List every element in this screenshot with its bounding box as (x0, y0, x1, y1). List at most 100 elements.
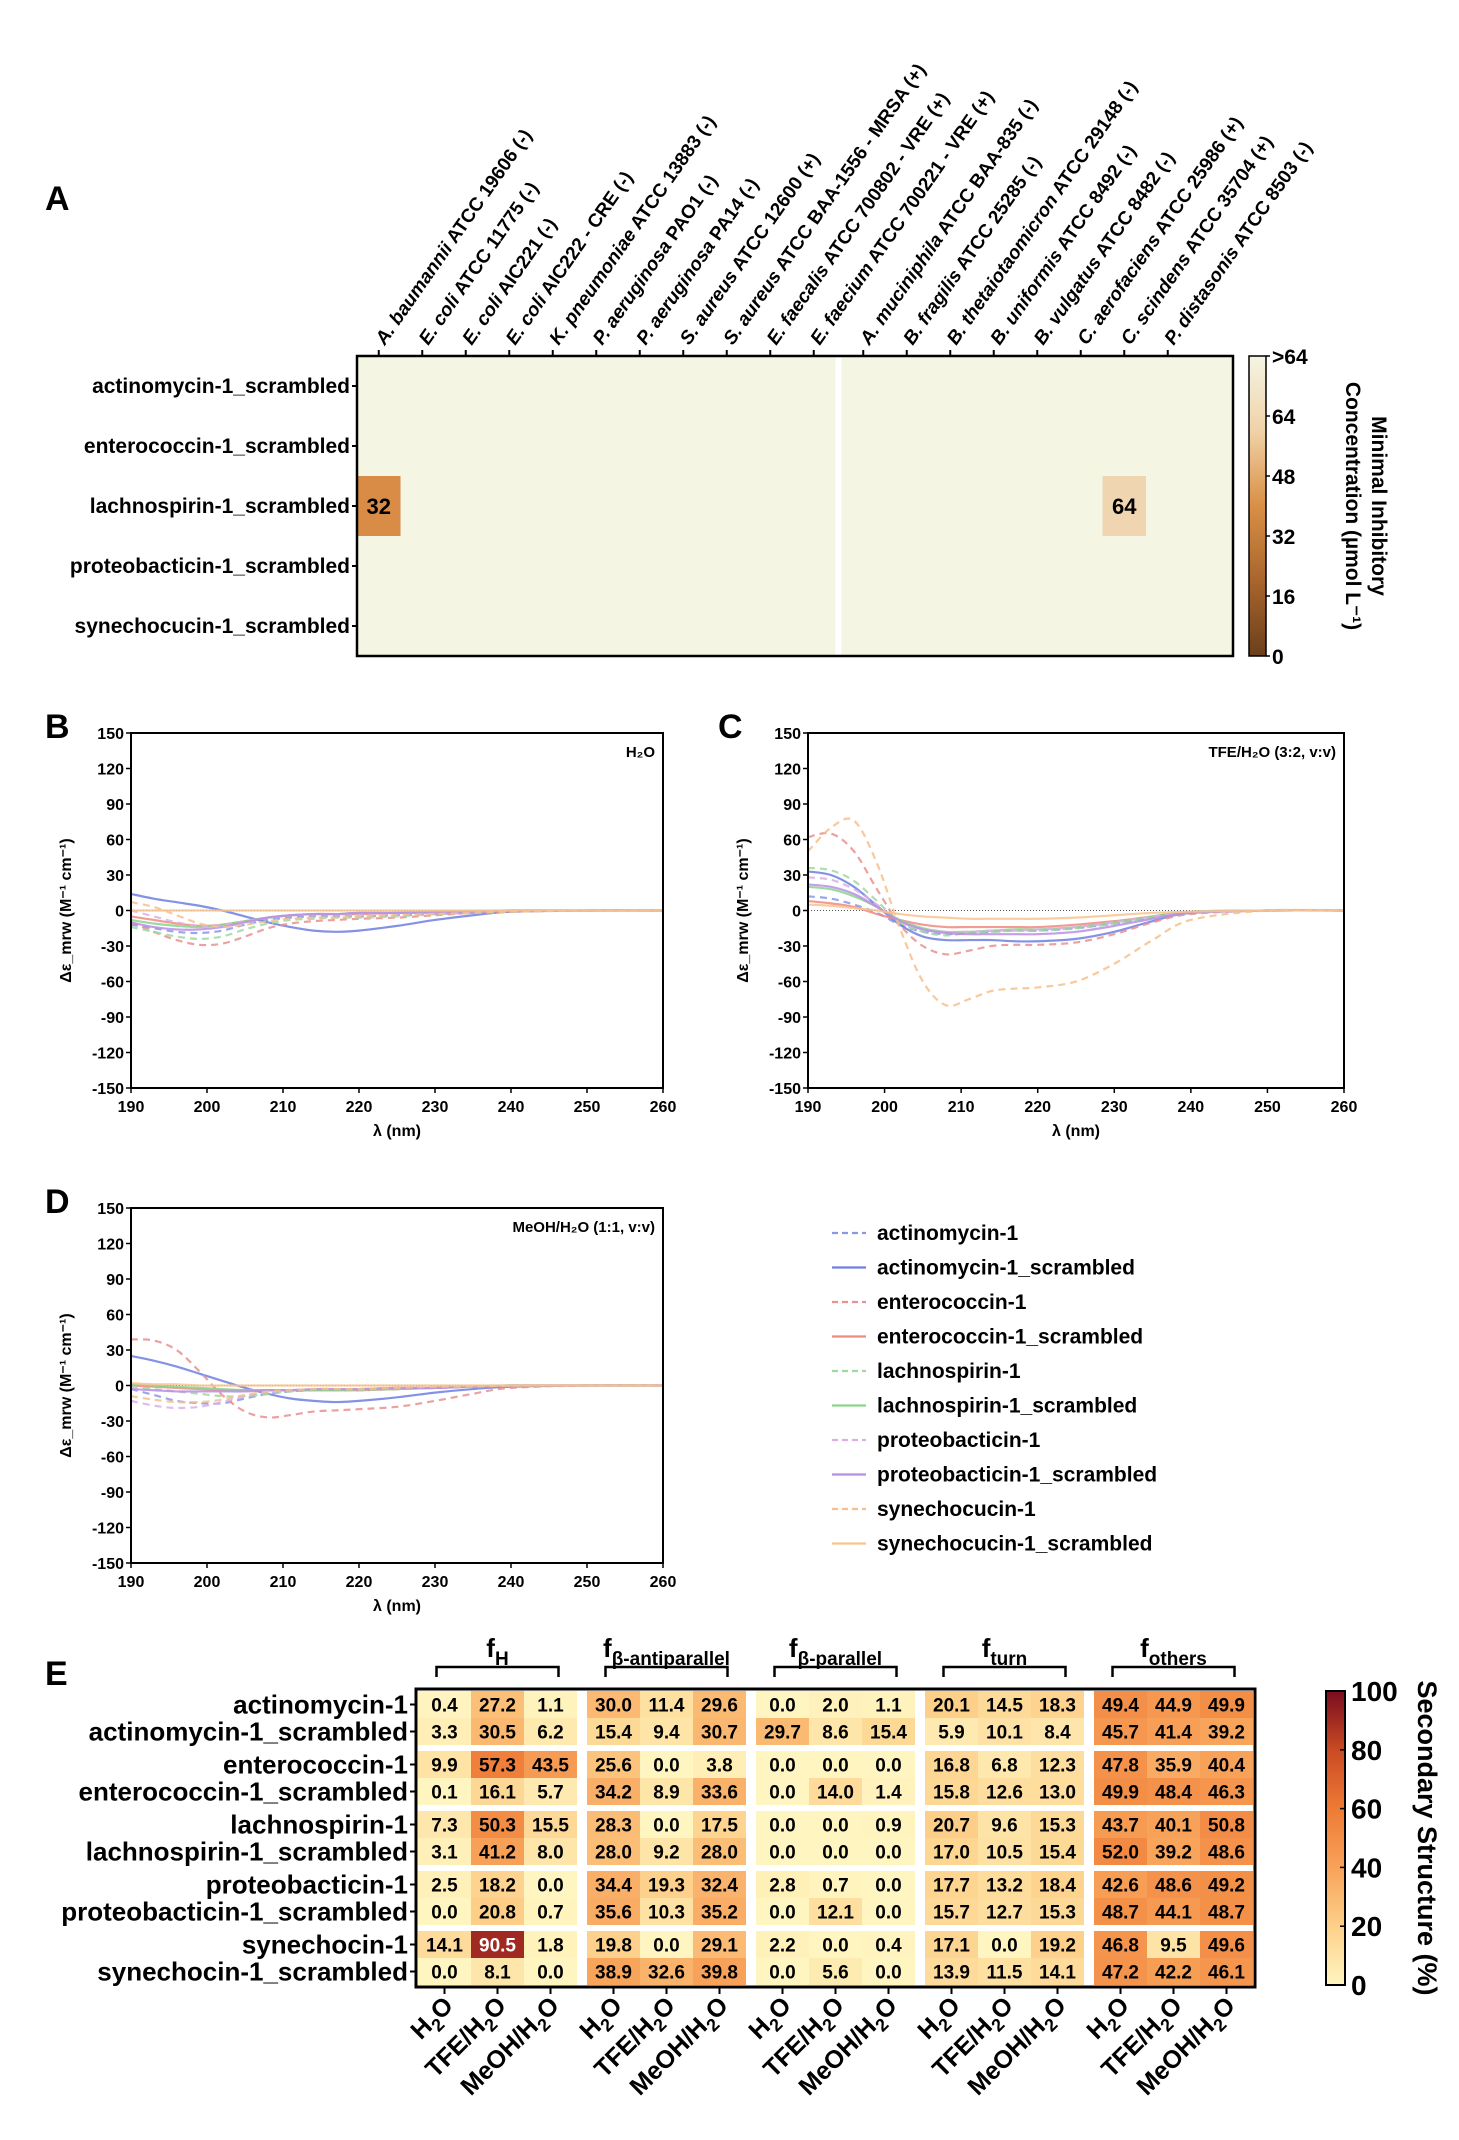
x-tick-label: 200 (871, 1099, 898, 1116)
heatmap-e-cell-value: 40.1 (1155, 1816, 1192, 1837)
y-tick-label: 90 (106, 797, 124, 814)
heatmap-e-cell (862, 1811, 915, 1838)
heatmap-e-cell (1200, 1778, 1253, 1805)
x-tick-label: 250 (574, 1574, 601, 1591)
heatmap-e-cell-value: 3.1 (431, 1843, 458, 1864)
heatmap-e-cell (1031, 1871, 1084, 1898)
group-label-sub: β-antiparallel (612, 1649, 730, 1670)
heatmap-e-cell-value: 1.1 (875, 1696, 902, 1717)
heatmap-e-cell-value: 13.0 (1039, 1783, 1076, 1804)
heatmap-e-cell-value: 39.2 (1208, 1723, 1245, 1744)
heatmap-e-cell (1147, 1871, 1200, 1898)
heatmap-e-cell (925, 1958, 978, 1985)
y-tick-label: 0 (792, 904, 801, 921)
heatmap-e-cell (524, 1838, 577, 1865)
heatmap-e-cell (978, 1931, 1031, 1958)
heatmap-e-cell-value: 39.2 (1155, 1843, 1192, 1864)
heatmap-e-cell (925, 1871, 978, 1898)
heatmap-e-cell-value: 0.0 (875, 1843, 901, 1864)
heatmap-e-cell-value: 0.0 (991, 1936, 1017, 1957)
heatmap-e-cell-value: 40.4 (1208, 1756, 1245, 1777)
heatmap-e-cell (1147, 1691, 1200, 1718)
heatmap-e-cell-value: 9.6 (991, 1816, 1017, 1837)
heatmap-e-cell-value: 6.8 (991, 1756, 1017, 1777)
series-line-proteobacticin-1 (807, 876, 1345, 934)
series-line-enterococcin-1 (807, 831, 1345, 956)
heatmap-e-cell-value: 0.0 (653, 1756, 679, 1777)
heatmap-e-cell-value: 15.3 (1039, 1903, 1076, 1924)
heatmap-e-cell-value: 1.4 (875, 1783, 902, 1804)
heatmap-e-cell (756, 1751, 809, 1778)
heatmap-e-cell-value: 46.1 (1208, 1963, 1245, 1984)
panel-letter-e: E (45, 1655, 68, 1693)
x-tick-label: 200 (194, 1574, 221, 1591)
heatmap-e-cell (640, 1931, 693, 1958)
heatmap-e-cell (471, 1931, 524, 1958)
heatmap-e-cell-value: 6.2 (537, 1723, 563, 1744)
legend-label: lachnospirin-1_scrambled (877, 1395, 1137, 1418)
y-tick-label: -120 (92, 1046, 124, 1063)
heatmap-e-cell (809, 1958, 862, 1985)
heatmap-e-cell (978, 1838, 1031, 1865)
heatmap-e-cell-value: 7.3 (431, 1816, 457, 1837)
heatmap-e-cell-value: 17.1 (933, 1936, 970, 1957)
heatmap-e-cell-value: 32.4 (701, 1876, 738, 1897)
heatmap-e-cell (1200, 1958, 1253, 1985)
heatmap-e-cell-value: 0.7 (822, 1876, 848, 1897)
heatmap-e-cell-value: 57.3 (479, 1756, 516, 1777)
x-tick-label: 260 (1331, 1099, 1358, 1116)
heatmap-e-cell (524, 1751, 577, 1778)
series-line-synechocucin-1 (807, 817, 1345, 1007)
heatmap-e-cell-value: 9.2 (653, 1843, 679, 1864)
heatmap-e-cell (978, 1898, 1031, 1925)
heatmap-e-cell (1147, 1778, 1200, 1805)
x-tick-label: 220 (346, 1574, 373, 1591)
heatmap-e-cell-value: 1.8 (537, 1936, 563, 1957)
heatmap-e-cell-value: 9.5 (1160, 1936, 1187, 1957)
heatmap-e-cell (418, 1931, 471, 1958)
heatmap-e-cell-value: 0.0 (875, 1756, 901, 1777)
group-bracket (942, 1665, 1067, 1677)
series-line-synechocucin-1_scrambled (807, 903, 1345, 920)
heatmap-e-cell (862, 1838, 915, 1865)
heatmap-e-cell (524, 1898, 577, 1925)
y-tick-label: 30 (106, 868, 124, 885)
heatmap-e-cell (471, 1871, 524, 1898)
heatmap-e-cell (1094, 1778, 1147, 1805)
heatmap-e-cell (1094, 1958, 1147, 1985)
heatmap-e-cell-value: 49.2 (1208, 1876, 1245, 1897)
heatmap-e-cell (756, 1811, 809, 1838)
heatmap-e-cell-value: 0.4 (431, 1696, 458, 1717)
y-tick-label: -120 (769, 1046, 801, 1063)
heatmap-e-cell-value: 5.9 (938, 1723, 964, 1744)
heatmap-e-cell-value: 28.0 (701, 1843, 738, 1864)
heatmap-e-cell-value: 47.2 (1102, 1963, 1139, 1984)
heatmap-e-cell-value: 43.7 (1102, 1816, 1139, 1837)
series-line-actinomycin-1_scrambled (130, 1354, 664, 1404)
colorbar-a-title-2: Concentration (µmol L⁻¹) (1341, 382, 1364, 630)
heatmap-e-cell (809, 1811, 862, 1838)
heatmap-e-cell (809, 1898, 862, 1925)
row-label: actinomycin-1 (233, 1690, 408, 1720)
heatmap-e-cell (640, 1811, 693, 1838)
heatmap-e-cell-value: 20.1 (933, 1696, 970, 1717)
heatmap-e-cell-value: 34.2 (595, 1783, 632, 1804)
heatmap-e-cell (1094, 1718, 1147, 1745)
heatmap-e-cell (1094, 1931, 1147, 1958)
heatmap-e-cell (1094, 1691, 1147, 1718)
group-label-sub: others (1149, 1649, 1207, 1670)
y-axis-title: Δε_mrw (M⁻¹ cm⁻¹) (58, 838, 75, 982)
heatmap-e-cell-value: 15.4 (595, 1723, 632, 1744)
heatmap-e-cell (1031, 1958, 1084, 1985)
heatmap-e-cell-value: 16.1 (479, 1783, 516, 1804)
heatmap-e-cell-value: 14.5 (986, 1696, 1023, 1717)
y-tick-label: 60 (106, 1308, 124, 1325)
heatmap-e-cell-value: 0.0 (769, 1903, 795, 1924)
y-tick-label: 150 (97, 1201, 124, 1218)
heatmap-e-cell (524, 1811, 577, 1838)
heatmap-e-cell (587, 1871, 640, 1898)
heatmap-e-cell-value: 8.4 (1044, 1723, 1071, 1744)
heatmap-e-cell (693, 1898, 746, 1925)
heatmap-e-cell (471, 1811, 524, 1838)
